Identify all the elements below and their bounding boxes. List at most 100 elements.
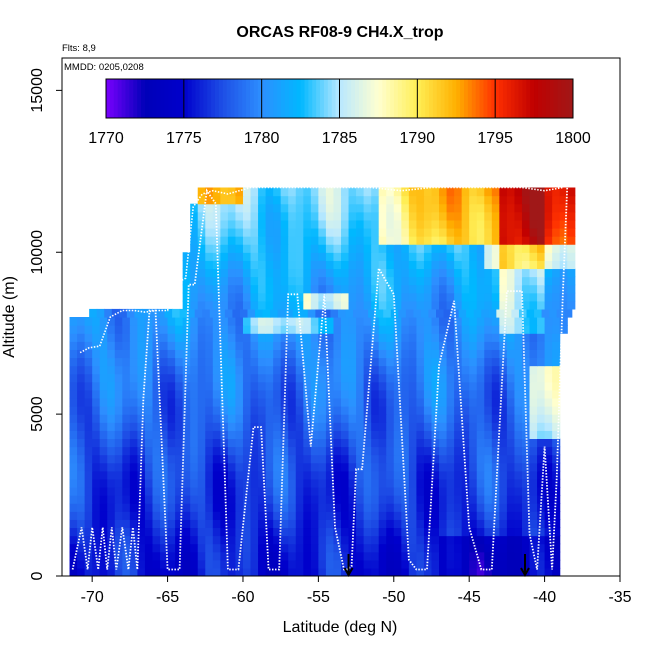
heatmap-cell: [386, 381, 395, 391]
heatmap-cell: [469, 244, 478, 253]
heatmap-cell: [235, 478, 244, 488]
heatmap-cell: [295, 414, 304, 423]
heatmap-cell: [92, 454, 101, 464]
heatmap-cell: [491, 187, 500, 197]
heatmap-cell: [378, 292, 387, 302]
heatmap-cell: [439, 535, 448, 545]
heatmap-cell: [446, 397, 455, 407]
heatmap-cell: [84, 333, 93, 342]
heatmap-cell: [401, 276, 410, 286]
heatmap-cell: [182, 543, 191, 553]
heatmap-cell: [285, 308, 294, 318]
heatmap-cell: [401, 333, 410, 342]
heatmap-cell: [552, 349, 561, 359]
heatmap-cell: [227, 236, 237, 245]
heatmap-cell: [469, 478, 478, 488]
heatmap-cell: [341, 567, 350, 576]
heatmap-cell: [280, 470, 289, 480]
heatmap-cell: [393, 438, 402, 448]
heatmap-cell: [235, 341, 244, 350]
heatmap-cell: [273, 438, 282, 448]
heatmap-cell: [303, 365, 312, 375]
heatmap-cell: [160, 519, 169, 529]
heatmap-cell: [212, 187, 221, 197]
colorbar-segment: [308, 79, 313, 118]
heatmap-cell: [469, 406, 478, 415]
heatmap-cell: [303, 357, 312, 367]
heatmap-cell: [544, 454, 553, 464]
heatmap-cell: [514, 397, 523, 407]
heatmap-cell: [461, 276, 470, 286]
heatmap-cell: [506, 454, 516, 464]
heatmap-cell: [333, 244, 342, 253]
heatmap-cell: [167, 495, 176, 504]
heatmap-cell: [431, 284, 440, 294]
heatmap-cell: [182, 551, 191, 561]
heatmap-cell: [265, 203, 274, 213]
heatmap-cell: [416, 438, 425, 448]
heatmap-cell: [378, 276, 387, 286]
heatmap-cell: [318, 381, 327, 391]
heatmap-cell: [227, 268, 237, 278]
heatmap-cell: [69, 389, 78, 399]
heatmap-cell: [167, 406, 176, 415]
colorbar-segment: [168, 79, 173, 118]
heatmap-cell: [212, 559, 221, 569]
heatmap-cell: [250, 325, 259, 334]
heatmap-cell: [356, 203, 365, 213]
heatmap-cell: [461, 495, 470, 504]
heatmap-cell: [114, 470, 123, 480]
heatmap-cell: [84, 543, 93, 553]
heatmap-cell: [439, 462, 448, 472]
heatmap-cell: [235, 503, 244, 512]
heatmap-cell: [348, 333, 357, 342]
heatmap-cell: [114, 406, 123, 415]
heatmap-cell: [461, 397, 470, 407]
heatmap-cell: [280, 543, 289, 553]
heatmap-cell: [401, 219, 410, 229]
heatmap-cell: [439, 397, 448, 407]
heatmap-cell: [310, 195, 319, 205]
heatmap-cell: [258, 414, 267, 423]
heatmap-cell: [443, 308, 452, 318]
heatmap-cell: [280, 187, 289, 197]
heatmap-cell: [242, 211, 252, 221]
heatmap-cell: [416, 511, 425, 520]
heatmap-cell: [325, 260, 335, 270]
heatmap-cell: [529, 317, 538, 326]
heatmap-cell: [92, 389, 101, 399]
heatmap-cell: [348, 478, 357, 488]
heatmap-cell: [288, 567, 297, 576]
heatmap-cell: [258, 365, 267, 375]
heatmap-cell: [341, 203, 350, 213]
heatmap-cell: [197, 373, 206, 383]
heatmap-cell: [499, 195, 508, 205]
heatmap-cell: [537, 551, 546, 561]
heatmap-cell: [484, 486, 493, 496]
heatmap-cell: [318, 397, 327, 407]
heatmap-cell: [227, 543, 237, 553]
heatmap-cell: [220, 511, 229, 520]
heatmap-cell: [454, 559, 463, 569]
heatmap-cell: [416, 276, 425, 286]
heatmap-cell: [386, 227, 395, 237]
heatmap-cell: [514, 470, 523, 480]
heatmap-cell: [114, 462, 123, 472]
heatmap-cell: [333, 195, 342, 205]
heatmap-cell: [303, 187, 312, 197]
heatmap-cell: [439, 203, 448, 213]
heatmap-cell: [431, 317, 440, 326]
heatmap-cell: [393, 325, 402, 334]
heatmap-cell: [175, 406, 184, 415]
heatmap-cell: [190, 519, 199, 529]
heatmap-cell: [469, 373, 478, 383]
heatmap-cell: [333, 373, 342, 383]
heatmap-cell: [491, 325, 500, 334]
heatmap-cell: [393, 430, 402, 439]
heatmap-cell: [325, 535, 335, 545]
colorbar-segment: [323, 79, 329, 118]
heatmap-cell: [288, 284, 297, 294]
heatmap-cell: [318, 438, 327, 448]
heatmap-cell: [408, 373, 417, 383]
heatmap-cell: [567, 203, 576, 213]
